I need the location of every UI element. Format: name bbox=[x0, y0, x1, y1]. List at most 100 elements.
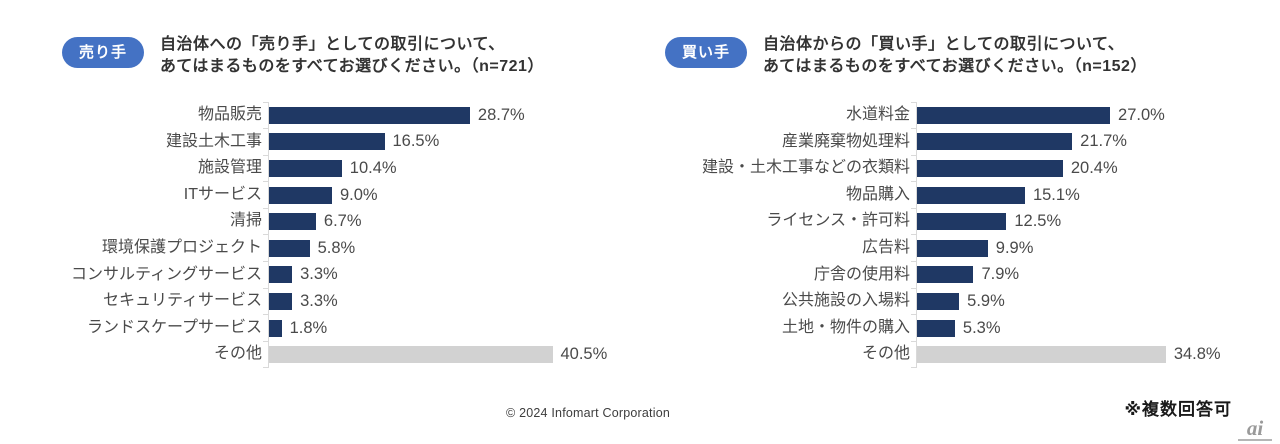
category-label: セキュリティサービス bbox=[102, 292, 262, 310]
category-label: 建設・土木工事などの衣類料 bbox=[701, 159, 910, 177]
value-label: 5.9% bbox=[967, 291, 1005, 310]
category-label: 施設管理 bbox=[197, 159, 262, 177]
other-bar bbox=[269, 346, 553, 364]
plot-cell: 9.9% bbox=[910, 234, 1270, 262]
value-label: 9.0% bbox=[340, 185, 378, 204]
category-label: 庁舎の使用料 bbox=[813, 265, 910, 283]
multiple-answer-note: ※複数回答可 bbox=[1124, 400, 1232, 419]
bar-row: コンサルティングサービス 3.3% bbox=[62, 261, 637, 289]
value-label: 12.5% bbox=[1014, 212, 1062, 231]
buyer-chart-title: 自治体からの「買い手」としての取引について、 あてはまるものをすべてお選びくださ… bbox=[763, 34, 1147, 78]
plot-cell: 5.8% bbox=[262, 234, 637, 262]
category-label: 産業廃棄物処理料 bbox=[781, 132, 910, 150]
value-bar bbox=[917, 213, 1007, 231]
value-bar bbox=[269, 266, 293, 284]
plot-cell: 28.7% bbox=[262, 101, 637, 129]
value-bar bbox=[917, 239, 988, 257]
value-bar bbox=[269, 213, 316, 231]
plot-cell: 10.4% bbox=[262, 154, 637, 182]
seller-chart: 売り手 自治体への「売り手」としての取引について、 あてはまるものをすべてお選び… bbox=[62, 34, 637, 369]
plot-cell: 7.9% bbox=[910, 261, 1270, 289]
bar-row: その他 34.8% bbox=[645, 340, 1270, 369]
bar-row: 産業廃棄物処理料 21.7% bbox=[645, 128, 1270, 156]
plot-cell: 34.8% bbox=[910, 340, 1270, 369]
category-label: 建設土木工事 bbox=[165, 132, 262, 150]
buyer-chart-header: 買い手 自治体からの「買い手」としての取引について、 あてはまるものをすべてお選… bbox=[645, 34, 1270, 78]
value-label: 5.3% bbox=[962, 318, 1001, 337]
value-label: 10.4% bbox=[349, 158, 397, 177]
category-label: 物品販売 bbox=[197, 106, 262, 123]
bar-row: セキュリティサービス 3.3% bbox=[62, 287, 637, 315]
value-bar bbox=[917, 106, 1111, 124]
bar-row: ランドスケープサービス 1.8% bbox=[62, 314, 637, 342]
category-label: 水道料金 bbox=[845, 106, 910, 123]
value-bar bbox=[917, 186, 1025, 204]
value-bar bbox=[269, 186, 332, 204]
plot-cell: 3.3% bbox=[262, 261, 637, 289]
category-label: ライセンス・許可料 bbox=[766, 212, 910, 230]
category-label: 物品購入 bbox=[845, 185, 910, 203]
bar-row: 庁舎の使用料 7.9% bbox=[645, 261, 1270, 289]
bar-row: 環境保護プロジェクト 5.8% bbox=[62, 234, 637, 262]
plot-cell: 12.5% bbox=[910, 207, 1270, 235]
value-label: 7.9% bbox=[981, 265, 1020, 284]
bar-row: 建設・土木工事などの衣類料 20.4% bbox=[645, 154, 1270, 182]
value-label: 34.8% bbox=[1173, 345, 1221, 364]
category-label: 広告料 bbox=[861, 238, 910, 256]
plot-cell: 1.8% bbox=[262, 314, 637, 342]
category-label: 土地・物件の購入 bbox=[781, 318, 910, 336]
bar-row: ITサービス 9.0% bbox=[62, 181, 637, 209]
value-label: 9.9% bbox=[995, 238, 1034, 257]
value-bar bbox=[917, 133, 1073, 151]
bar-row: 土地・物件の購入 5.3% bbox=[645, 314, 1270, 342]
value-bar bbox=[917, 159, 1063, 177]
plot-cell: 5.3% bbox=[910, 314, 1270, 342]
value-label: 21.7% bbox=[1080, 132, 1127, 151]
category-label: ITサービス bbox=[183, 185, 262, 203]
plot-cell: 27.0% bbox=[910, 101, 1270, 129]
other-bar bbox=[917, 346, 1166, 364]
bar-row: 広告料 9.9% bbox=[645, 234, 1270, 262]
value-bar bbox=[269, 106, 470, 124]
bar-row: 公共施設の入場料 5.9% bbox=[645, 287, 1270, 315]
plot-cell: 15.1% bbox=[910, 181, 1270, 209]
ai-watermark-logo: ai bbox=[1238, 416, 1272, 444]
category-label: 清掃 bbox=[229, 212, 262, 230]
seller-badge: 売り手 bbox=[62, 37, 145, 68]
buyer-badge: 買い手 bbox=[665, 37, 748, 68]
seller-title-line1: 自治体への「売り手」としての取引について、 bbox=[160, 36, 505, 53]
plot-cell: 40.5% bbox=[262, 340, 637, 369]
plot-cell: 6.7% bbox=[262, 207, 637, 235]
seller-title-line2: あてはまるものをすべてお選びください。（n=721） bbox=[160, 58, 544, 75]
buyer-title-line2: あてはまるものをすべてお選びください。（n=152） bbox=[763, 58, 1147, 75]
bar-row: 施設管理 10.4% bbox=[62, 154, 637, 182]
ai-watermark-subtext-bar bbox=[1238, 439, 1272, 441]
category-label: 公共施設の入場料 bbox=[781, 292, 910, 310]
value-label: 1.8% bbox=[289, 318, 328, 337]
value-label: 27.0% bbox=[1118, 105, 1165, 124]
value-label: 40.5% bbox=[560, 345, 608, 364]
bar-row: 水道料金 27.0% bbox=[645, 101, 1270, 129]
category-label: コンサルティングサービス bbox=[70, 265, 262, 283]
value-bar bbox=[269, 239, 310, 257]
copyright-text: © 2024 Infomart Corporation bbox=[506, 406, 670, 420]
plot-cell: 9.0% bbox=[262, 181, 637, 209]
value-bar bbox=[269, 159, 342, 177]
value-label: 5.8% bbox=[317, 238, 356, 257]
bar-row: 物品購入 15.1% bbox=[645, 181, 1270, 209]
value-bar bbox=[917, 292, 960, 310]
buyer-bar-rows: 水道料金 27.0% 産業廃棄物処理料 21.7% 建設・土木工事などの衣類料 20.4%… bbox=[645, 101, 1270, 369]
buyer-chart: 買い手 自治体からの「買い手」としての取引について、 あてはまるものをすべてお選… bbox=[645, 34, 1270, 369]
value-label: 3.3% bbox=[300, 265, 338, 284]
plot-cell: 20.4% bbox=[910, 154, 1270, 182]
category-label: その他 bbox=[213, 345, 262, 363]
ai-watermark-text: ai bbox=[1246, 416, 1264, 440]
value-bar bbox=[269, 133, 385, 151]
plot-cell: 21.7% bbox=[910, 128, 1270, 156]
buyer-title-line1: 自治体からの「買い手」としての取引について、 bbox=[763, 36, 1125, 53]
value-label: 15.1% bbox=[1032, 185, 1080, 204]
value-label: 20.4% bbox=[1070, 158, 1118, 177]
bar-row: 清掃 6.7% bbox=[62, 207, 637, 235]
seller-chart-header: 売り手 自治体への「売り手」としての取引について、 あてはまるものをすべてお選び… bbox=[62, 34, 637, 78]
value-bar bbox=[917, 319, 955, 337]
